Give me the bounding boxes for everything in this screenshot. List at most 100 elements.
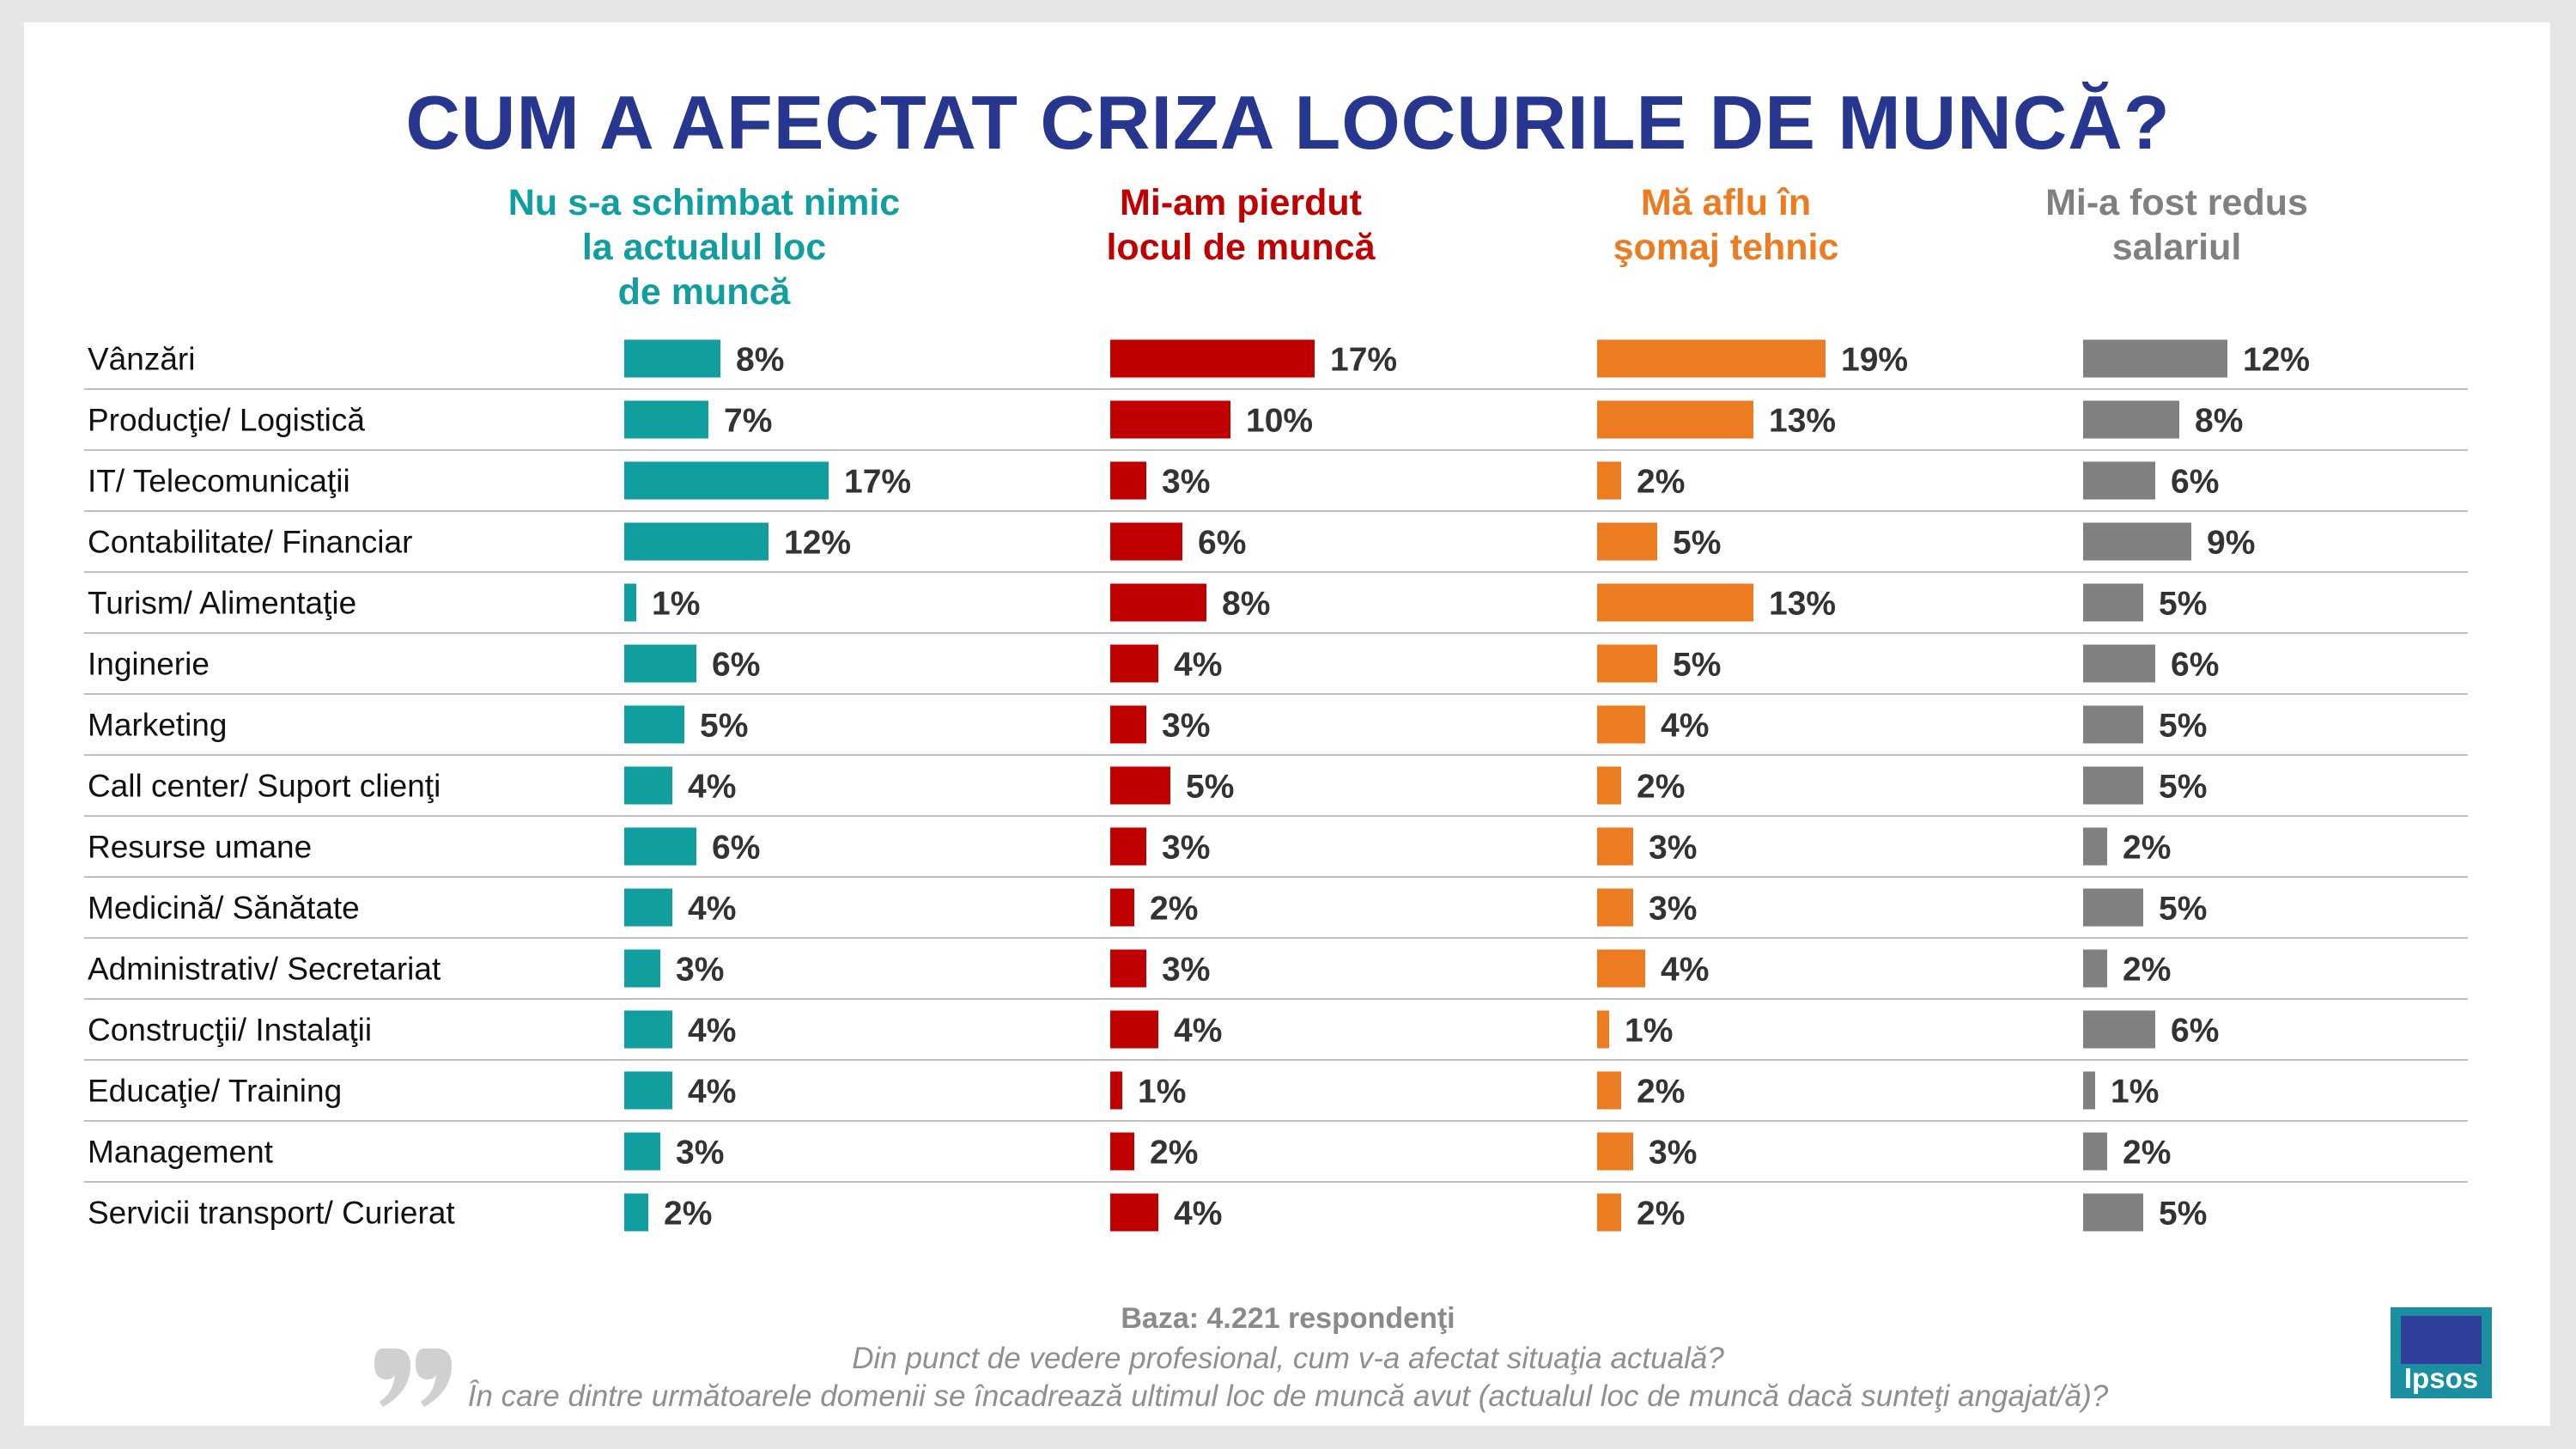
bar xyxy=(624,461,829,500)
data-label: 4% xyxy=(1661,952,1709,989)
series-header-2-line-1: şomaj tehnic xyxy=(1613,227,1839,268)
bar xyxy=(2083,644,2155,683)
bar xyxy=(1110,949,1146,988)
data-label: 19% xyxy=(1841,342,1908,379)
bar xyxy=(1110,522,1182,561)
data-label: 2% xyxy=(664,1196,712,1233)
bar xyxy=(624,522,769,561)
category-label: Resurse umane xyxy=(88,830,312,865)
bar xyxy=(624,888,672,927)
bar xyxy=(1597,705,1645,744)
data-label: 4% xyxy=(688,1074,736,1111)
bar xyxy=(1597,461,1621,500)
bar xyxy=(1597,583,1753,622)
data-label: 4% xyxy=(1174,647,1222,684)
bar xyxy=(624,1193,648,1232)
data-label: 1% xyxy=(1625,1013,1673,1050)
data-label: 5% xyxy=(700,708,748,745)
series-header-3-line-0: Mi-a fost redus xyxy=(2045,182,2308,223)
data-label: 3% xyxy=(1649,1135,1697,1172)
category-label: Marketing xyxy=(88,708,227,743)
data-label: 6% xyxy=(712,647,760,684)
bar xyxy=(1110,827,1146,866)
data-label: 5% xyxy=(1673,525,1721,562)
category-label: Inginerie xyxy=(88,647,210,682)
category-label: Turism/ Alimentaţie xyxy=(88,586,356,621)
bar xyxy=(624,1132,660,1171)
data-label: 17% xyxy=(1330,342,1397,379)
bar xyxy=(624,400,708,439)
bar xyxy=(1597,339,1826,378)
bar xyxy=(2083,400,2179,439)
bar xyxy=(1110,644,1158,683)
series-header-1-line-1: locul de muncă xyxy=(1106,227,1376,268)
bar xyxy=(624,949,660,988)
bar xyxy=(1597,644,1657,683)
data-label: 2% xyxy=(1637,769,1685,806)
bar xyxy=(1110,400,1230,439)
bar xyxy=(1110,705,1146,744)
series-header-2: Mă aflu în şomaj tehnic xyxy=(1460,180,1992,270)
data-label: 6% xyxy=(1198,525,1246,562)
bar xyxy=(624,644,696,683)
data-label: 5% xyxy=(2159,769,2207,806)
bar xyxy=(2083,888,2143,927)
bar xyxy=(1110,1071,1122,1110)
bar xyxy=(1110,888,1134,927)
data-label: 10% xyxy=(1246,403,1313,440)
bar xyxy=(624,339,720,378)
bar xyxy=(2083,949,2107,988)
category-label: Medicină/ Sănătate xyxy=(88,891,360,926)
quote-icon xyxy=(374,1349,452,1407)
footer-question-2: În care dintre următoarele domenii se în… xyxy=(467,1379,2109,1413)
data-label: 8% xyxy=(736,342,784,379)
ipsos-logo: Ipsos xyxy=(2391,1307,2492,1398)
data-label: 3% xyxy=(1649,891,1697,928)
data-label: 8% xyxy=(1222,586,1270,623)
data-label: 4% xyxy=(1174,1013,1222,1050)
data-label: 5% xyxy=(1186,769,1234,806)
data-label: 9% xyxy=(2207,525,2255,562)
data-label: 5% xyxy=(2159,1196,2207,1233)
data-label: 4% xyxy=(1174,1196,1222,1233)
bar xyxy=(1110,1193,1158,1232)
data-label: 4% xyxy=(1661,708,1709,745)
bar-chart: Vânzări 8% 17% 19% 12% Producţie/ Logistică 7%… xyxy=(84,339,2468,1233)
category-label: IT/ Telecomunicaţii xyxy=(88,464,350,499)
data-label: 4% xyxy=(688,1013,736,1050)
series-header-0-line-0: Nu s-a schimbat nimic xyxy=(507,182,901,223)
data-label: 8% xyxy=(2195,403,2243,440)
data-label: 2% xyxy=(1150,891,1198,928)
data-label: 2% xyxy=(1637,1074,1685,1111)
data-label: 2% xyxy=(2123,1135,2171,1172)
bar xyxy=(624,1010,672,1049)
data-label: 1% xyxy=(2111,1074,2159,1111)
data-label: 7% xyxy=(724,403,772,440)
data-label: 5% xyxy=(2159,586,2207,623)
series-header-0-line-2: de muncă xyxy=(617,271,791,313)
category-label: Administrativ/ Secretariat xyxy=(88,952,441,987)
bar xyxy=(1597,827,1633,866)
data-label: 6% xyxy=(2171,647,2219,684)
bar xyxy=(1597,1132,1633,1171)
category-label: Producţie/ Logistică xyxy=(88,403,365,438)
category-label: Call center/ Suport clienţi xyxy=(88,769,440,804)
data-label: 2% xyxy=(1637,1196,1685,1233)
data-label: 12% xyxy=(784,525,851,562)
bar xyxy=(2083,1010,2155,1049)
data-label: 3% xyxy=(676,1135,724,1172)
footer-question-1: Din punct de vedere profesional, cum v-a… xyxy=(852,1342,1724,1375)
bar xyxy=(2083,339,2227,378)
data-label: 3% xyxy=(676,952,724,989)
category-label: Construcţii/ Instalaţii xyxy=(88,1013,372,1048)
data-label: 2% xyxy=(2123,952,2171,989)
chart-title: CUM A AFECTAT CRIZA LOCURILE DE MUNCĂ? xyxy=(405,80,2171,165)
series-header-0-line-1: la actualul loc xyxy=(581,227,827,268)
category-label: Management xyxy=(88,1135,274,1170)
bar xyxy=(1110,1132,1134,1171)
data-label: 2% xyxy=(2123,830,2171,867)
bar xyxy=(1597,949,1645,988)
data-label: 17% xyxy=(844,464,911,501)
series-header-3-line-1: salariul xyxy=(2111,227,2242,268)
bar xyxy=(624,766,672,805)
